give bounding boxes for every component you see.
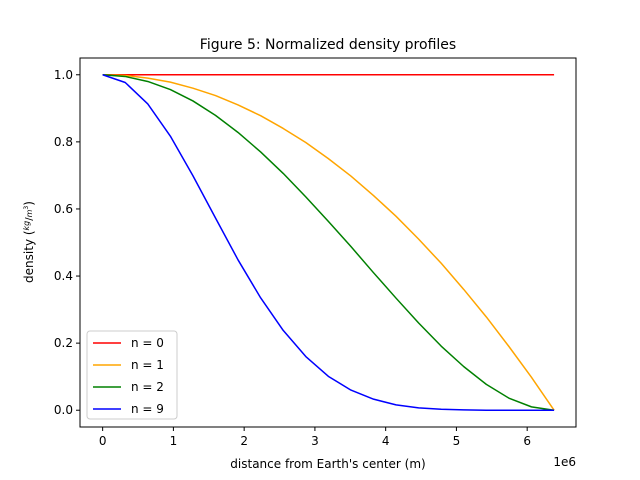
legend-items: n = 0 n = 1 n = 2 n = 9 <box>93 336 164 416</box>
y-axis-ticks: 0.0 0.2 0.4 0.6 0.8 1.0 <box>54 68 80 417</box>
x-tick-label: 0 <box>99 434 107 448</box>
x-tick-label: 4 <box>382 434 390 448</box>
y-tick-label: 1.0 <box>54 68 73 82</box>
y-tick-label: 0.0 <box>54 403 73 417</box>
y-tick-label: 0.4 <box>54 269 73 283</box>
x-tick-label: 5 <box>453 434 461 448</box>
x-axis-title: distance from Earth's center (m) <box>230 457 425 471</box>
series-line-2 <box>102 74 555 411</box>
y-axis-title-text: density (kg/m3) <box>22 201 36 283</box>
y-tick-label: 0.6 <box>54 202 73 216</box>
legend: n = 0 n = 1 n = 2 n = 9 <box>86 330 178 420</box>
x-tick-label: 6 <box>523 434 531 448</box>
x-offset-label: 1e6 <box>553 455 576 469</box>
lines-layer <box>102 74 555 411</box>
y-axis-title-fraction-bar: / <box>24 217 35 221</box>
y-axis-title-denominator: m <box>25 209 34 217</box>
y-tick-label: 0.2 <box>54 336 73 350</box>
x-axis-ticks: 0 1 2 3 4 5 6 <box>99 427 531 448</box>
legend-label-1: n = 1 <box>131 358 164 372</box>
y-axis-title-prefix: density ( <box>22 230 36 283</box>
y-axis-title-suffix: ) <box>22 201 36 206</box>
series-line-3 <box>102 74 555 411</box>
legend-label-0: n = 0 <box>131 336 164 350</box>
legend-frame <box>86 330 178 420</box>
plot-frame <box>79 57 577 428</box>
y-axis-title-exponent: 3 <box>23 206 30 210</box>
y-axis-title-numerator: kg <box>22 221 31 231</box>
legend-label-3: n = 9 <box>131 402 164 416</box>
y-tick-label: 0.8 <box>54 135 73 149</box>
legend-label-2: n = 2 <box>131 380 164 394</box>
y-axis-title: density (kg/m3) <box>22 201 36 283</box>
x-tick-label: 2 <box>240 434 248 448</box>
chart-title: Figure 5: Normalized density profiles <box>200 37 456 53</box>
series-line-1 <box>102 74 555 411</box>
x-tick-label: 3 <box>311 434 319 448</box>
x-tick-label: 1 <box>170 434 178 448</box>
